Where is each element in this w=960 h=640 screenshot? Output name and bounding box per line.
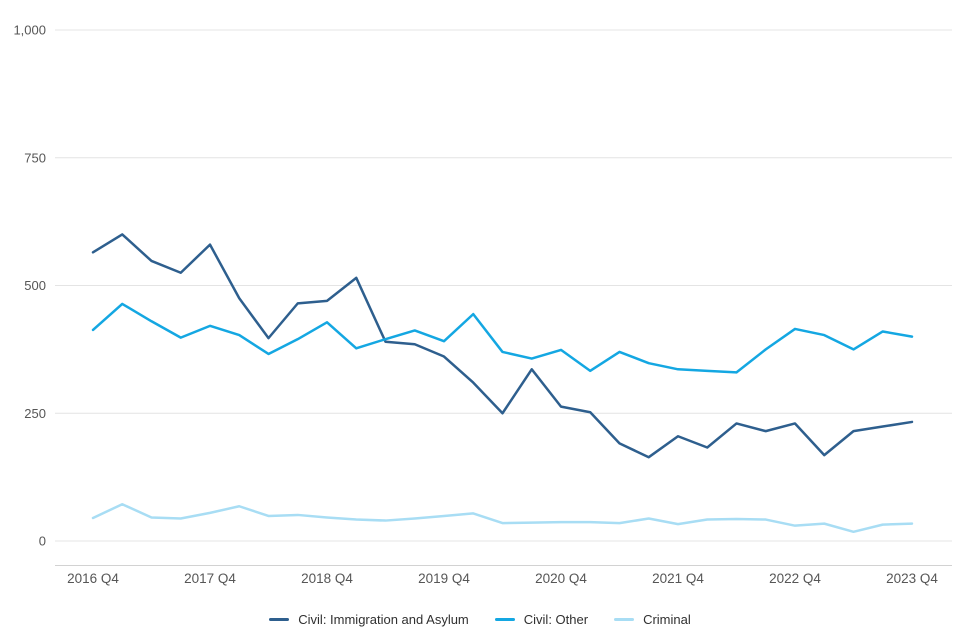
gridlines xyxy=(55,29,952,542)
y-axis-labels: 0 250 500 750 1,000 xyxy=(13,23,46,549)
series-line-civil-other xyxy=(91,302,914,374)
series-lines xyxy=(91,233,914,534)
legend-item-civil-other: Civil: Other xyxy=(494,611,589,627)
x-tick-label: 2021 Q4 xyxy=(652,571,704,586)
legend-swatch-icon xyxy=(269,617,290,621)
y-tick-label: 500 xyxy=(24,278,46,293)
x-tick-label: 2022 Q4 xyxy=(769,571,821,586)
series-line-criminal xyxy=(91,502,914,534)
y-tick-label: 1,000 xyxy=(13,23,46,38)
legend-label: Civil: Immigration and Asylum xyxy=(298,611,469,627)
legend-label: Criminal xyxy=(643,611,691,627)
series-line-civil-immigration-and-asylum xyxy=(91,233,914,459)
x-tick-label: 2023 Q4 xyxy=(886,571,938,586)
x-axis-labels: 2016 Q4 2017 Q4 2018 Q4 2019 Q4 2020 Q4 2021 … xyxy=(67,571,938,586)
legend-swatch-icon xyxy=(614,617,635,621)
y-tick-label: 0 xyxy=(39,534,46,549)
x-tick-label: 2017 Q4 xyxy=(184,571,236,586)
x-tick-label: 2018 Q4 xyxy=(301,571,353,586)
legend-swatch-icon xyxy=(494,617,515,621)
x-tick-label: 2020 Q4 xyxy=(535,571,587,586)
chart-legend: Civil: Immigration and Asylum Civil: Othe… xyxy=(0,605,960,633)
x-tick-label: 2019 Q4 xyxy=(418,571,470,586)
y-tick-label: 750 xyxy=(24,150,46,165)
legend-label: Civil: Other xyxy=(523,611,589,627)
x-tick-label: 2016 Q4 xyxy=(67,571,119,586)
legend-item-criminal: Criminal xyxy=(614,612,691,627)
y-tick-label: 250 xyxy=(24,406,46,421)
legend-item-civil-immigration-and-asylum: Civil: Immigration and Asylum xyxy=(269,612,469,627)
